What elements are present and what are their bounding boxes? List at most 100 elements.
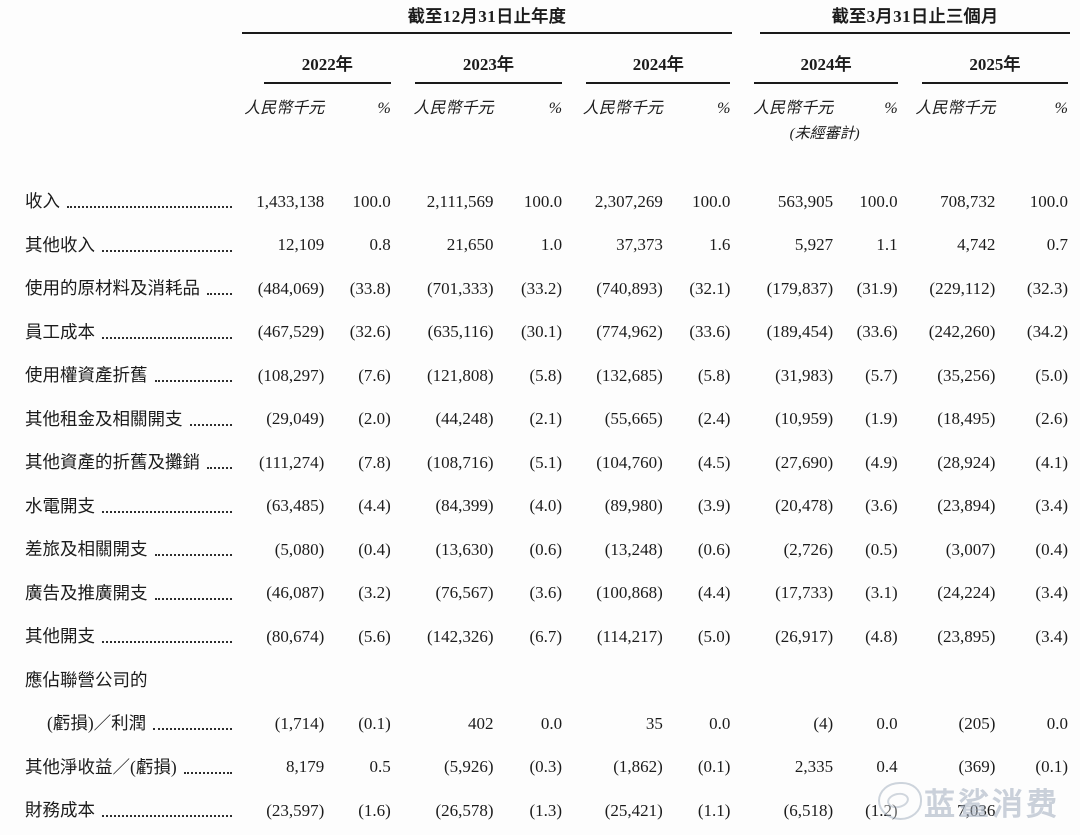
percent-cell — [995, 789, 1070, 833]
leader-dots — [154, 380, 232, 383]
percent-cell: (4.5) — [697, 452, 731, 472]
amount-cell: (5,926) — [443, 757, 494, 777]
percent-cell: (2.0) — [358, 409, 391, 429]
amount-cell: (63,485) — [266, 496, 325, 516]
period-group-header-row: 截至12月31日止年度 截至3月31日止三個月 — [25, 0, 1070, 34]
table-row: 使用的原材料及消耗品 (484,069) (33.8) (701,333) (3… — [25, 267, 1070, 311]
amount-cell: 4,742 — [957, 235, 996, 255]
leader-dots — [102, 249, 232, 252]
amount-cell: (55,665) — [604, 409, 663, 429]
percent-cell: (7.8) — [358, 452, 391, 472]
percent-cell: 0.0 — [540, 713, 563, 733]
percent-cell: (5.1) — [529, 452, 563, 472]
amount-cell: (740,893) — [596, 278, 663, 298]
percent-cell: (3.4) — [1035, 583, 1068, 603]
amount-cell: (10,959) — [775, 409, 834, 429]
percent-cell: (32.6) — [349, 322, 391, 342]
amount-cell: (35,256) — [937, 365, 996, 385]
percent-cell: (5.7) — [865, 365, 898, 385]
year-label-2023: 2023年 — [414, 50, 563, 84]
amount-cell — [242, 659, 325, 703]
amount-cell: (132,685) — [596, 365, 663, 385]
row-label: 差旅及相關開支 — [25, 539, 148, 560]
table-body: 收入 1,433,138 100.0 2,111,569 100.0 2,307… — [25, 180, 1070, 833]
row-label: 其他淨收益／(虧損) — [25, 756, 177, 777]
amount-cell: (114,217) — [596, 626, 663, 646]
percent-cell — [494, 659, 565, 703]
amount-cell: (13,248) — [604, 539, 663, 559]
table-row: 使用權資產折舊 (108,297) (7.6) (121,808) (5.8) … — [25, 354, 1070, 398]
percent-cell: 0.0 — [709, 713, 731, 733]
percent-cell: (33.6) — [856, 322, 898, 342]
percent-cell: (31.9) — [856, 278, 898, 298]
percent-cell: (5.8) — [529, 365, 563, 385]
group-header-annual: 截至12月31日止年度 — [241, 8, 733, 34]
amount-cell: (31,983) — [775, 365, 834, 385]
amount-cell: (4) — [813, 713, 834, 733]
percent-cell: 0.0 — [1046, 713, 1068, 733]
table-row: 其他淨收益／(虧損) 8,179 0.5 (5,926) (0.3) (1,86… — [25, 746, 1070, 790]
financial-table: 截至12月31日止年度 截至3月31日止三個月 2022年 2023年 2024… — [25, 0, 1070, 833]
amount-cell: (13,630) — [435, 539, 494, 559]
percent-cell: 0.5 — [369, 757, 391, 777]
percent-cell: (3.4) — [1035, 496, 1068, 516]
percent-cell: 100.0 — [1029, 191, 1068, 211]
header-spacer — [25, 150, 1070, 180]
percent-cell: (3.4) — [1035, 626, 1068, 646]
percent-cell: (34.2) — [1026, 322, 1068, 342]
leader-dots — [102, 336, 232, 339]
percent-cell: (0.5) — [865, 539, 898, 559]
amount-cell: (2,726) — [783, 539, 834, 559]
amount-cell: (76,567) — [435, 583, 494, 603]
percent-cell: (32.3) — [1026, 278, 1068, 298]
percent-cell: (3.6) — [865, 496, 898, 516]
percent-cell: (4.1) — [1035, 452, 1068, 472]
unit-label: 人民幣千元 — [413, 100, 494, 117]
leader-dots — [207, 467, 232, 470]
table-row: 員工成本 (467,529) (32.6) (635,116) (30.1) (… — [25, 311, 1070, 355]
percent-cell: (4.0) — [529, 496, 563, 516]
amount-cell: (108,716) — [426, 452, 494, 472]
leader-dots — [102, 815, 232, 818]
percent-cell: (3.2) — [358, 583, 391, 603]
table-row: 收入 1,433,138 100.0 2,111,569 100.0 2,307… — [25, 180, 1070, 224]
percent-cell: 1.0 — [540, 235, 563, 255]
year-header-row: 2022年 2023年 2024年 2024年 2025年 — [25, 34, 1070, 84]
amount-cell: (189,454) — [766, 322, 834, 342]
leader-dots — [183, 771, 232, 774]
amount-cell: (20,478) — [775, 496, 834, 516]
amount-cell: (108,297) — [257, 365, 325, 385]
percent-cell: (32.1) — [689, 278, 731, 298]
percent-label: % — [1054, 100, 1068, 117]
amount-cell: (18,495) — [937, 409, 996, 429]
unit-label: 人民幣千元 — [582, 100, 663, 117]
percent-cell: (2.4) — [697, 409, 731, 429]
percent-cell: (4.4) — [697, 583, 731, 603]
amount-cell: (111,274) — [258, 452, 325, 472]
amount-cell: (44,248) — [435, 409, 494, 429]
percent-cell — [833, 659, 900, 703]
table-row: 差旅及相關開支 (5,080) (0.4) (13,630) (0.6) (13… — [25, 528, 1070, 572]
row-label: 使用權資產折舊 — [25, 365, 148, 386]
percent-cell: (1.2) — [865, 800, 898, 820]
leader-dots — [207, 293, 232, 296]
row-label: 其他租金及相關開支 — [25, 408, 183, 429]
unaudited-note: (未經審計) — [789, 126, 860, 142]
percent-label: % — [377, 100, 391, 117]
amount-cell: 1,433,138 — [256, 191, 325, 211]
percent-cell: (0.1) — [1035, 757, 1068, 777]
amount-cell: (104,760) — [596, 452, 663, 472]
unit-label: 人民幣千元 — [244, 100, 325, 117]
percent-cell: (3.6) — [529, 583, 563, 603]
amount-cell: (28,924) — [937, 452, 996, 472]
table-row: 財務成本 (23,597) (1.6) (26,578) (1.3) (25,4… — [25, 789, 1070, 833]
amount-cell: (701,333) — [426, 278, 494, 298]
amount-cell: (26,917) — [775, 626, 834, 646]
amount-cell: (774,962) — [596, 322, 663, 342]
amount-cell: (179,837) — [766, 278, 834, 298]
percent-cell — [995, 659, 1070, 703]
amount-cell: (6,518) — [783, 800, 834, 820]
amount-cell: (89,980) — [604, 496, 663, 516]
percent-label: % — [548, 100, 563, 117]
amount-cell: 402 — [468, 713, 494, 733]
